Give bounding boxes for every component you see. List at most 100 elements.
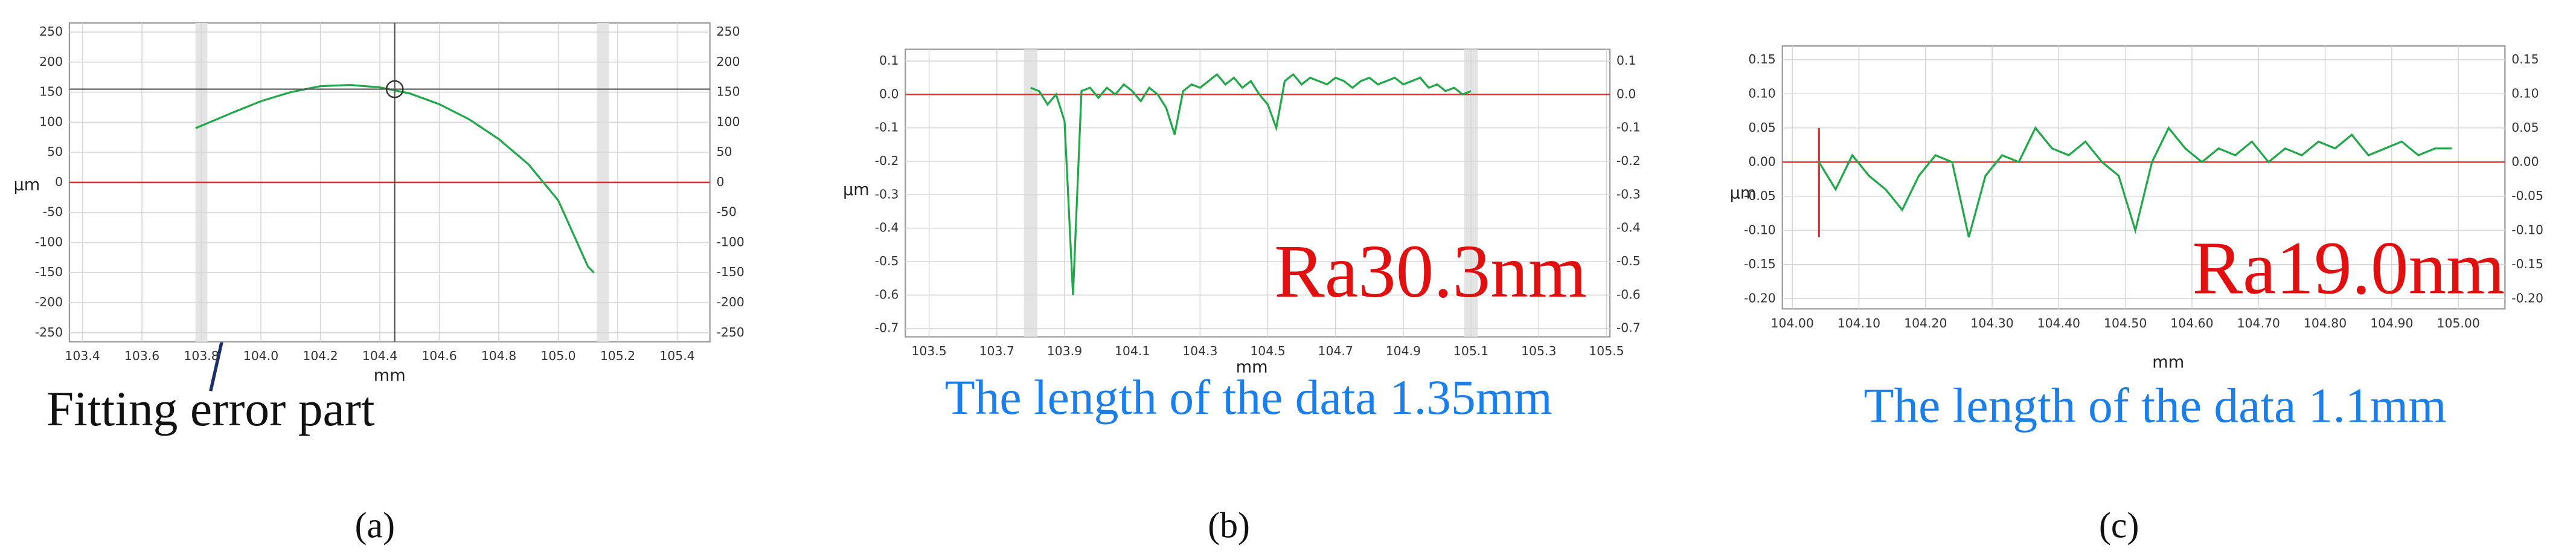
x-tick-label: 103.8	[184, 349, 219, 363]
x-tick-label: 104.50	[2104, 316, 2147, 330]
x-tick-label: 105.0	[540, 349, 575, 363]
y-tick-label-right: -0.10	[2511, 222, 2543, 237]
y-tick-label: 200	[39, 54, 63, 69]
x-tick-label: 105.3	[1521, 344, 1556, 358]
y-tick-label: -250	[35, 325, 63, 340]
x-tick-label: 105.4	[659, 349, 694, 363]
x-tick-label: 104.5	[1250, 344, 1285, 358]
y-tick-label: -0.4	[875, 221, 899, 235]
x-axis-label: mm	[2152, 353, 2184, 372]
x-tick-label: 104.1	[1115, 344, 1150, 358]
y-tick-label-right: -0.4	[1616, 221, 1641, 235]
plot-area	[1781, 45, 2506, 310]
y-axis-label: µm	[1730, 184, 1757, 202]
x-tick-label: 104.70	[2237, 316, 2280, 330]
y-tick-label: -0.20	[1744, 291, 1776, 305]
y-tick-label: 0.05	[1748, 120, 1775, 135]
x-tick-label: 105.5	[1589, 344, 1624, 358]
y-tick-label: -0.15	[1744, 257, 1776, 271]
y-tick-label: 0.15	[1748, 52, 1775, 66]
annotation: Ra19.0nm	[2193, 227, 2505, 311]
y-tick-label: -0.5	[875, 254, 899, 268]
y-tick-label-right: 100	[717, 114, 740, 129]
y-tick-label-right: 0.1	[1616, 53, 1636, 68]
x-axis-label: mm	[374, 366, 406, 385]
x-tick-label: 104.7	[1318, 344, 1353, 358]
chart: -250 -250 -200 -200 -150 -150 -100 -100 -50 -50 0 0…	[13, 22, 745, 545]
x-tick-label: 104.40	[2037, 316, 2080, 330]
y-tick-label: -0.05	[1744, 188, 1776, 203]
annotation: Ra30.3nm	[1274, 230, 1587, 314]
y-tick-label-right: -100	[717, 234, 745, 249]
data-length-note: The length of the data 1.1mm	[1863, 378, 2446, 433]
y-tick-label: -0.2	[875, 153, 899, 168]
y-axis-label: µm	[843, 181, 870, 199]
y-tick-label-right: 0	[717, 175, 725, 189]
y-tick-label: 0	[55, 175, 63, 189]
plot-area	[905, 48, 1611, 338]
y-tick-label-right: 0.05	[2511, 120, 2539, 135]
x-tick-label: 103.4	[65, 349, 100, 363]
x-tick-label: 104.20	[1904, 316, 1947, 330]
y-tick-label-right: -250	[717, 325, 745, 340]
crosshair-point	[385, 80, 404, 98]
panel-caption: (a)	[355, 505, 395, 545]
y-tick-label: -0.1	[875, 120, 899, 135]
y-tick-label: 0.0	[879, 86, 899, 101]
x-tick-label: 104.0	[243, 349, 278, 363]
y-tick-label-right: -0.20	[2511, 291, 2543, 305]
data-line	[195, 83, 595, 274]
x-tick-label: 105.00	[2437, 316, 2479, 330]
y-tick-label-right: 200	[717, 54, 740, 69]
x-tick-label: 104.4	[362, 349, 397, 363]
y-tick-label-right: -0.1	[1616, 120, 1641, 135]
y-axis-label: µm	[13, 176, 40, 195]
y-tick-label-right: 0.00	[2511, 154, 2539, 169]
chart: 0.1 0.1 0.0 0.0 -0.1 -0.1 -0.2 -0.2 -0.3 -0.3 -0.4…	[843, 48, 1641, 545]
y-tick-label-right: -50	[717, 205, 737, 219]
x-tick-label: 104.60	[2170, 316, 2213, 330]
chart: 0.15 0.15 0.10 0.10 0.05 0.05 0.00 0.00 -0.05 -0.…	[1730, 45, 2543, 545]
x-axis-label: mm	[1236, 358, 1268, 377]
y-tick-label-right: -200	[717, 295, 745, 309]
x-tick-label: 104.6	[421, 349, 457, 363]
x-tick-label: 104.9	[1386, 344, 1421, 358]
y-tick-label: 0.10	[1748, 86, 1775, 100]
annotation: Fitting error part	[46, 381, 375, 436]
data-length-note: The length of the data 1.35mm	[945, 370, 1552, 425]
y-tick-label-right: -0.15	[2511, 257, 2543, 271]
y-tick-label: -0.10	[1744, 222, 1776, 237]
y-tick-label-right: 50	[717, 144, 732, 159]
y-tick-label: -150	[35, 265, 63, 279]
panel-caption: (b)	[1208, 505, 1250, 545]
data-line	[1818, 126, 2452, 238]
x-tick-label: 104.10	[1837, 316, 1880, 330]
y-tick-label-right: 0.10	[2511, 86, 2539, 100]
y-tick-label: 250	[39, 24, 63, 39]
y-tick-label: -0.7	[875, 321, 899, 335]
x-tick-label: 104.30	[1970, 316, 2013, 330]
x-tick-label: 104.80	[2304, 316, 2347, 330]
x-tick-label: 104.00	[1771, 316, 1814, 330]
y-tick-label-right: 0.15	[2511, 52, 2539, 66]
y-tick-label-right: -0.05	[2511, 188, 2543, 203]
y-tick-label: 150	[39, 85, 63, 99]
y-tick-label-right: 0.0	[1616, 86, 1636, 101]
x-tick-label: 105.1	[1453, 344, 1488, 358]
x-tick-label: 104.90	[2370, 316, 2413, 330]
y-tick-label: -100	[35, 234, 63, 249]
y-tick-label: 100	[39, 114, 63, 129]
y-tick-label-right: 150	[717, 85, 740, 99]
y-tick-label: 0.00	[1748, 154, 1775, 169]
x-tick-label: 105.2	[600, 349, 635, 363]
y-tick-label: -0.6	[875, 287, 899, 301]
y-tick-label: -0.3	[875, 187, 899, 201]
y-tick-label-right: 250	[717, 24, 740, 39]
x-tick-label: 103.6	[124, 349, 159, 363]
y-tick-label-right: -0.3	[1616, 187, 1641, 201]
y-tick-label-right: -0.2	[1616, 153, 1641, 168]
x-tick-label: 104.2	[303, 349, 338, 363]
x-tick-label: 104.8	[481, 349, 516, 363]
x-tick-label: 103.7	[979, 344, 1014, 358]
